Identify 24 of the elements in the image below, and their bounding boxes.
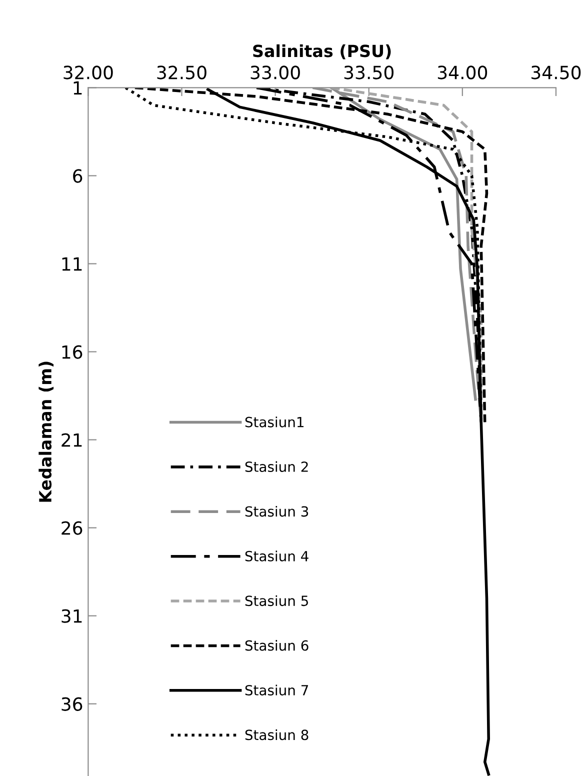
y-axis-title: Kedalaman (m) xyxy=(38,362,54,502)
legend-label: Stasiun 2 xyxy=(245,461,308,472)
y-tick-label: 31 xyxy=(62,609,82,623)
legend-label: Stasiun 8 xyxy=(245,729,308,740)
legend-label: Stasiun1 xyxy=(245,416,304,428)
y-tick-label: 16 xyxy=(62,345,82,359)
x-tick-label: 34.50 xyxy=(532,66,581,80)
legend-label: Stasiun 6 xyxy=(245,640,308,651)
legend-label: Stasiun 4 xyxy=(245,550,308,562)
x-tick-label: 32.50 xyxy=(157,66,206,80)
x-tick-label: 33.00 xyxy=(250,66,300,80)
x-tick-label: 33.50 xyxy=(344,66,394,80)
y-tick-label: 11 xyxy=(62,257,82,271)
y-tick-label: 26 xyxy=(62,521,82,535)
y-tick-label: 1 xyxy=(74,81,82,95)
y-tick-label: 21 xyxy=(62,433,82,447)
y-tick-label: 36 xyxy=(62,697,82,711)
x-axis-title: Salinitas (PSU) xyxy=(253,44,391,60)
legend-label: Stasiun 3 xyxy=(245,506,308,517)
x-tick-label: 32.00 xyxy=(64,66,113,80)
legend-label: Stasiun 7 xyxy=(245,684,308,696)
y-tick-label: 6 xyxy=(73,169,82,183)
legend-label: Stasiun 5 xyxy=(245,595,308,606)
x-tick-label: 34.00 xyxy=(438,66,488,80)
